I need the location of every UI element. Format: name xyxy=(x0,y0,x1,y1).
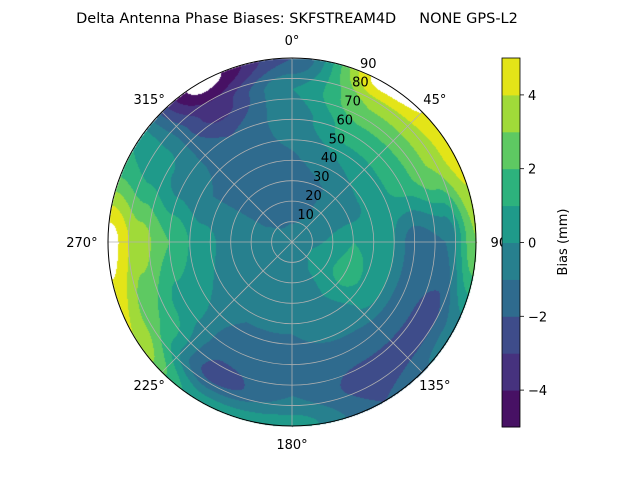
colorbar: −4 −2 0 2 4 xyxy=(501,57,547,428)
colorbar-tick-label: −2 xyxy=(528,310,547,325)
colorbar-tick-label: 0 xyxy=(528,237,536,252)
colorbar-tick-label: −4 xyxy=(528,384,547,399)
r-tick-label: 10 xyxy=(297,208,314,223)
colorbar-band xyxy=(502,58,520,96)
colorbar-band xyxy=(502,94,520,133)
theta-gridline xyxy=(161,241,293,373)
colorbar-tick-label: 2 xyxy=(528,163,536,178)
colorbar-band xyxy=(502,131,520,170)
theta-gridline xyxy=(291,111,423,243)
colorbar-label: Bias (mm) xyxy=(556,209,571,276)
r-tick-label: 90 xyxy=(360,57,377,72)
colorbar-band xyxy=(502,279,520,317)
polar-grid xyxy=(108,58,476,426)
r-tick-label: 20 xyxy=(305,189,322,204)
r-tick-label: 30 xyxy=(313,170,330,185)
theta-tick-label: 180° xyxy=(276,438,307,453)
colorbar-band xyxy=(502,353,520,391)
theta-tick-label: 225° xyxy=(134,379,165,394)
colorbar-band xyxy=(502,242,520,280)
r-tick-labels: 10 20 30 40 50 60 70 80 90 xyxy=(297,57,376,223)
r-tick-label: 50 xyxy=(329,132,346,147)
theta-tick-label: 45° xyxy=(423,93,446,108)
theta-tick-label: 270° xyxy=(66,236,97,251)
r-tick-label: 80 xyxy=(352,76,369,91)
r-tick-label: 70 xyxy=(344,95,361,110)
r-tick-label: 40 xyxy=(321,151,338,166)
polar-frame xyxy=(107,57,477,427)
theta-tick-label: 0° xyxy=(285,34,300,49)
theta-tick-label: 315° xyxy=(134,93,165,108)
colorbar-band xyxy=(502,390,520,428)
theta-tick-label: 135° xyxy=(419,379,450,394)
r-tick-label: 60 xyxy=(336,113,353,128)
colorbar-tick-label: 4 xyxy=(528,89,536,104)
colorbar-band xyxy=(502,316,520,354)
theta-gridline xyxy=(161,111,293,243)
chart-title: Delta Antenna Phase Biases: SKFSTREAM4D … xyxy=(76,11,518,27)
theta-tick-labels: 0°45°90°135°180°225°270°315° xyxy=(66,34,513,453)
colorbar-band xyxy=(502,168,520,207)
colorbar-band xyxy=(502,205,520,243)
theta-gridline xyxy=(291,241,423,373)
